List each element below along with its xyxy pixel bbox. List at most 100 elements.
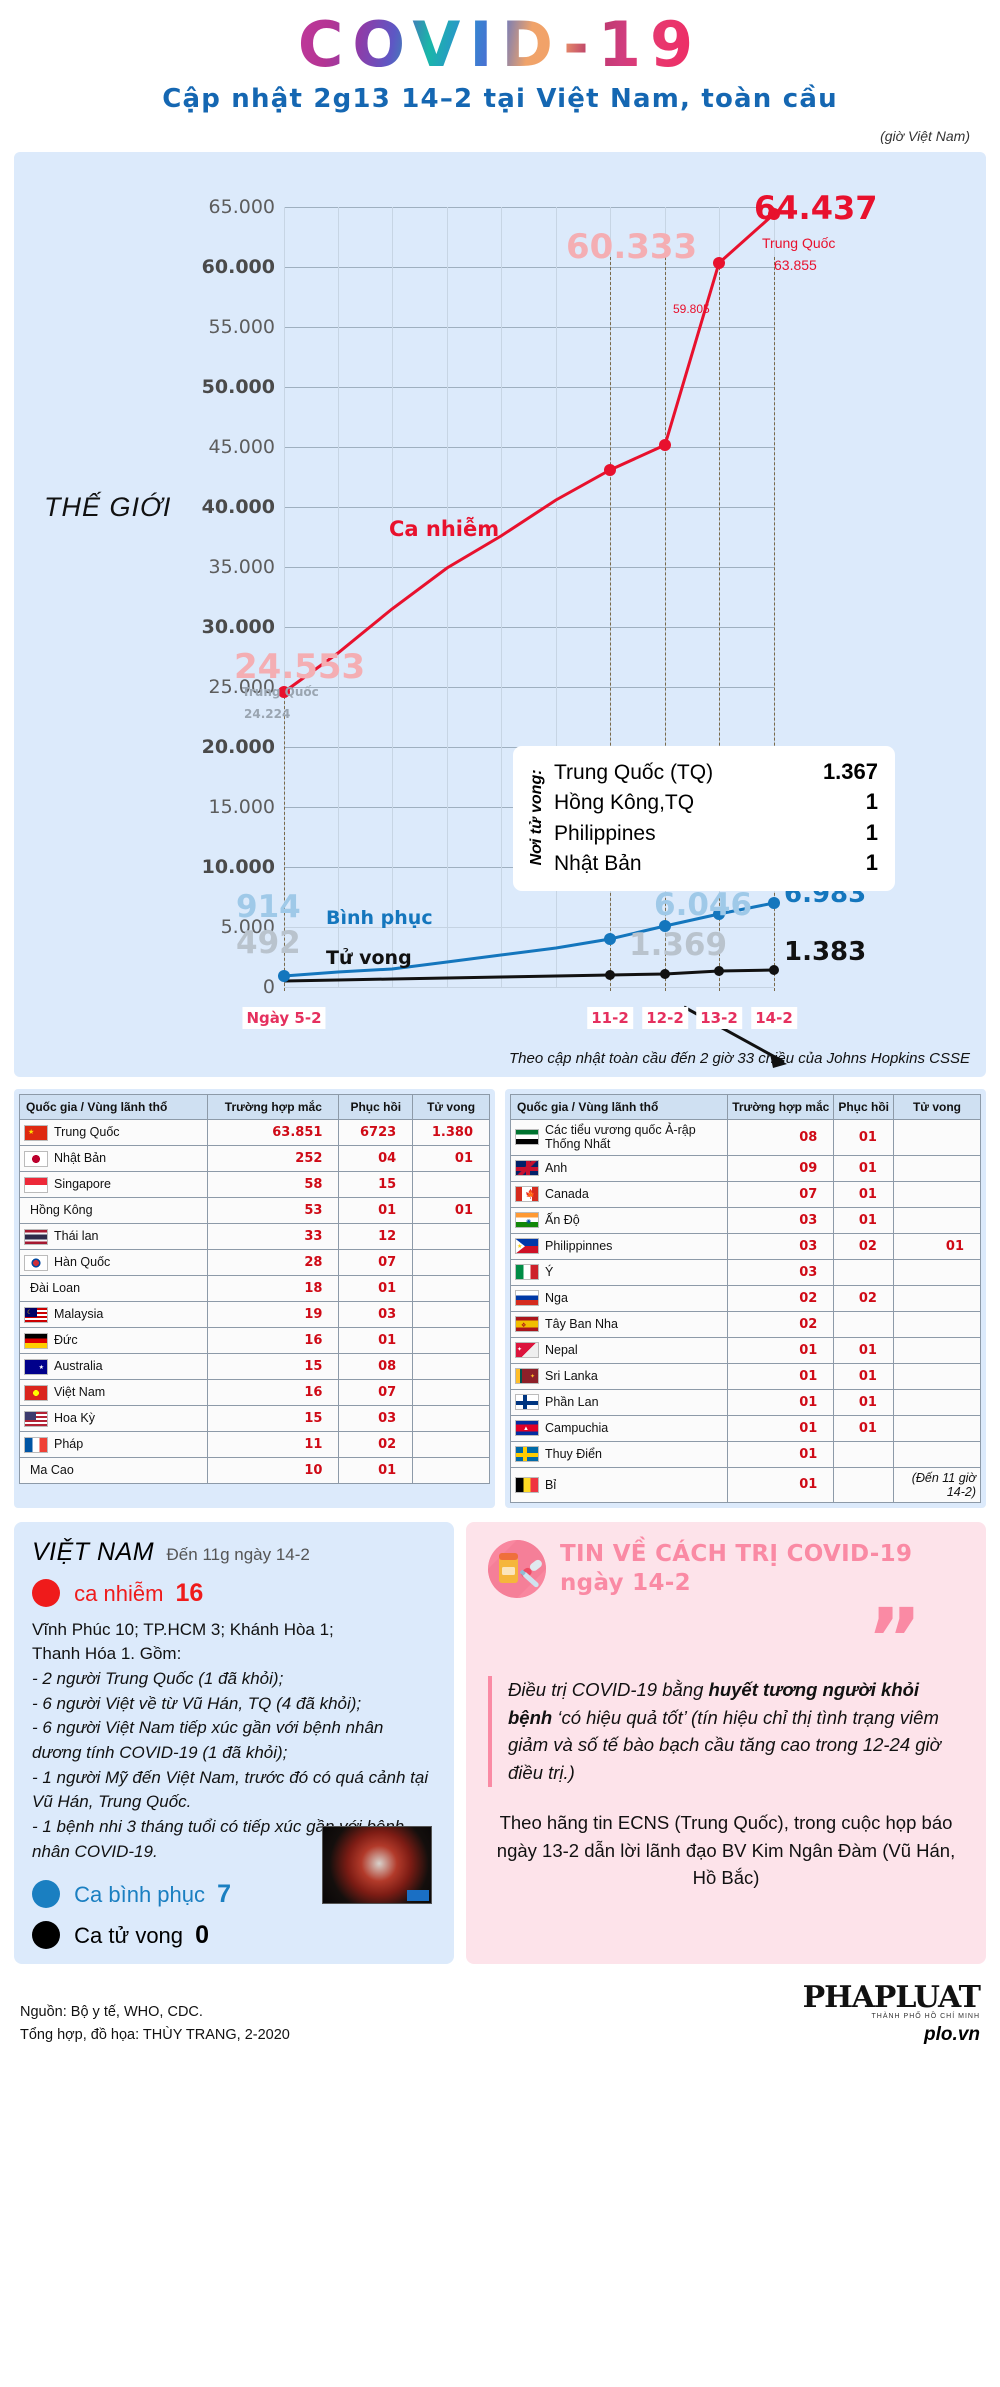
country-name: Philippinnes bbox=[545, 1239, 613, 1254]
table-row: Nga 02 02 bbox=[509, 1285, 982, 1312]
table-cell-country: Bỉ bbox=[509, 1467, 729, 1503]
xtick-day12: 12-2 bbox=[642, 1007, 688, 1029]
country-name: Bỉ bbox=[545, 1477, 557, 1492]
table-cell-deaths: 01 bbox=[412, 1197, 490, 1224]
table-row: ✦ Nepal 01 01 bbox=[509, 1337, 982, 1364]
vietnam-infected-value: 16 bbox=[175, 1578, 204, 1607]
table-cell-recovered: 01 bbox=[338, 1457, 414, 1484]
footer-source-line2: Tổng hợp, đồ họa: THÙY TRANG, 2-2020 bbox=[20, 2026, 290, 2043]
vietnam-recovered-stat: Ca bình phục 7 bbox=[32, 1880, 436, 1909]
table-cell-cases: 01 bbox=[727, 1389, 835, 1416]
country-table-left: Quốc gia / Vùng lãnh thổ Trường hợp mắc … bbox=[18, 1094, 490, 1484]
table-row: Hoa Kỳ 15 03 bbox=[18, 1405, 490, 1432]
vietnam-infected-stat: ca nhiễm 16 bbox=[32, 1578, 436, 1608]
table-row: ✦ Sri Lanka 01 01 bbox=[509, 1363, 982, 1390]
table-header-row: Quốc gia / Vùng lãnh thổ Trường hợp mắc … bbox=[509, 1094, 982, 1120]
table-cell-country: Các tiểu vương quốc Ả-rập Thống Nhất bbox=[509, 1119, 729, 1156]
table-cell-recovered: 02 bbox=[833, 1233, 894, 1260]
ytick-45000: 45.000 bbox=[208, 436, 275, 458]
flag-icon-ca: 🍁 bbox=[515, 1186, 539, 1203]
table-cell-country: Pháp bbox=[18, 1431, 209, 1458]
table-row: ☾ Malaysia 19 03 bbox=[18, 1301, 490, 1328]
table-cell-country: Hồng Kông bbox=[18, 1197, 209, 1224]
table-cell-cases: 63.851 bbox=[207, 1119, 340, 1146]
flag-icon-lk: ✦ bbox=[515, 1368, 539, 1385]
ytick-10000: 10.000 bbox=[201, 856, 275, 878]
table-cell-cases: 15 bbox=[207, 1405, 340, 1432]
th-recovered: Phục hồi bbox=[338, 1094, 414, 1120]
table-cell-country: Hàn Quốc bbox=[18, 1249, 209, 1276]
ytick-65000: 65.000 bbox=[208, 196, 275, 218]
vietnam-bullet: - 6 người Việt Nam tiếp xúc gần với bệnh… bbox=[32, 1718, 384, 1762]
death-value: 1 bbox=[865, 819, 878, 845]
th-cases: Trường hợp mắc bbox=[727, 1094, 835, 1120]
table-cell-country: ★ Trung Quốc bbox=[18, 1119, 209, 1146]
table-cell-country: Nga bbox=[509, 1285, 729, 1312]
quote-mark-icon: ” bbox=[866, 1589, 922, 1688]
table-cell-country: ★ Australia bbox=[18, 1353, 209, 1380]
table-cell-recovered: 01 bbox=[338, 1327, 414, 1354]
peak-deaths-value: 1.383 bbox=[784, 937, 867, 967]
table-row: Nhật Bản 252 04 01 bbox=[18, 1145, 490, 1172]
table-cell-deaths bbox=[412, 1379, 490, 1406]
death-location-box: Nơi tử vong: Trung Quốc (TQ) 1.367 Hồng … bbox=[514, 747, 894, 891]
ytick-60000: 60.000 bbox=[201, 256, 275, 278]
footer-source-line1: Nguồn: Bộ y tế, WHO, CDC. bbox=[20, 2004, 203, 2021]
vietnam-panel: VIỆT NAM Đến 11g ngày 14-2 ca nhiễm 16 V… bbox=[14, 1521, 454, 1965]
table-cell-cases: 16 bbox=[207, 1327, 340, 1354]
table-cell-recovered: 03 bbox=[338, 1405, 414, 1432]
table-cell-deaths bbox=[892, 1311, 982, 1338]
chart-series-svg bbox=[278, 208, 787, 1068]
news-title-line1: TIN VỀ CÁCH TRỊ COVID-19 bbox=[560, 1540, 913, 1567]
ytick-30000: 30.000 bbox=[201, 616, 275, 638]
country-name: Hoa Kỳ bbox=[54, 1411, 95, 1426]
dashline-day11 bbox=[610, 257, 611, 991]
peak-cases-value: 64.437 bbox=[754, 189, 878, 227]
table-row: ◉ Ấn Độ 03 01 bbox=[509, 1207, 982, 1234]
death-value: 1 bbox=[865, 789, 878, 815]
table-header-row: Quốc gia / Vùng lãnh thổ Trường hợp mắc … bbox=[18, 1094, 490, 1120]
th-country: Quốc gia / Vùng lãnh thổ bbox=[18, 1094, 209, 1120]
peak-cases-country-value: 63.855 bbox=[774, 257, 817, 273]
table-cell-country: ★ Philippinnes bbox=[509, 1233, 729, 1260]
table-cell-country: ▲ Campuchia bbox=[509, 1415, 729, 1442]
black-dot-icon bbox=[32, 1921, 60, 1950]
medicine-icon bbox=[488, 1539, 546, 1598]
country-name: Trung Quốc bbox=[54, 1125, 120, 1140]
chart-plot-area: 65.000 60.000 55.000 50.000 45.000 40.00… bbox=[202, 189, 877, 1068]
covid-logo: COVID-19 bbox=[297, 8, 703, 81]
table-row: Việt Nam 16 07 bbox=[18, 1379, 490, 1406]
table-cell-cases: 01 bbox=[727, 1441, 835, 1468]
table-cell-recovered: 07 bbox=[338, 1249, 414, 1276]
table-cell-cases: 03 bbox=[727, 1259, 835, 1286]
table-cell-recovered: 04 bbox=[338, 1145, 414, 1172]
table-cell-country: Anh bbox=[509, 1155, 729, 1182]
table-cell-country: ✦ Nepal bbox=[509, 1337, 729, 1364]
th-cases: Trường hợp mắc bbox=[207, 1094, 340, 1120]
vietnam-subtitle: Đến 11g ngày 14-2 bbox=[166, 1544, 310, 1564]
table-cell-deaths: (Đến 11 giờ 14-2) bbox=[892, 1467, 982, 1503]
table-cell-cases: 252 bbox=[207, 1145, 340, 1172]
vietnam-bullet: - 1 bệnh nhi 3 tháng tuổi có tiếp xúc gầ… bbox=[32, 1816, 405, 1861]
table-cell-country: ☾ Malaysia bbox=[18, 1301, 209, 1328]
flag-icon-fi bbox=[515, 1394, 539, 1411]
ytick-50000: 50.000 bbox=[201, 376, 275, 398]
blue-dot-icon bbox=[32, 1880, 60, 1909]
country-name: Nepal bbox=[545, 1343, 578, 1358]
table-cell-deaths bbox=[412, 1405, 490, 1432]
flag-icon-kr bbox=[24, 1254, 48, 1271]
table-cell-deaths bbox=[892, 1363, 982, 1390]
table-cell-recovered: 01 bbox=[338, 1275, 414, 1302]
ytick-35000: 35.000 bbox=[208, 556, 275, 578]
flag-icon-kh: ▲ bbox=[515, 1420, 539, 1437]
ghost-value-60333: 60.333 bbox=[566, 227, 698, 267]
ghost-recovered-6046: 6.046 bbox=[654, 887, 753, 923]
table-row: Đức 16 01 bbox=[18, 1327, 490, 1354]
table-cell-recovered: 07 bbox=[338, 1379, 414, 1406]
news-attribution: Theo hãng tin ECNS (Trung Quốc), trong c… bbox=[496, 1811, 956, 1889]
series-cases-line bbox=[283, 212, 775, 694]
series-deaths-points bbox=[605, 965, 779, 980]
table-row: Các tiểu vương quốc Ả-rập Thống Nhất 08 01 bbox=[509, 1119, 982, 1156]
table-cell-cases: 16 bbox=[207, 1379, 340, 1406]
table-row: Hồng Kông 53 01 01 bbox=[18, 1197, 490, 1224]
